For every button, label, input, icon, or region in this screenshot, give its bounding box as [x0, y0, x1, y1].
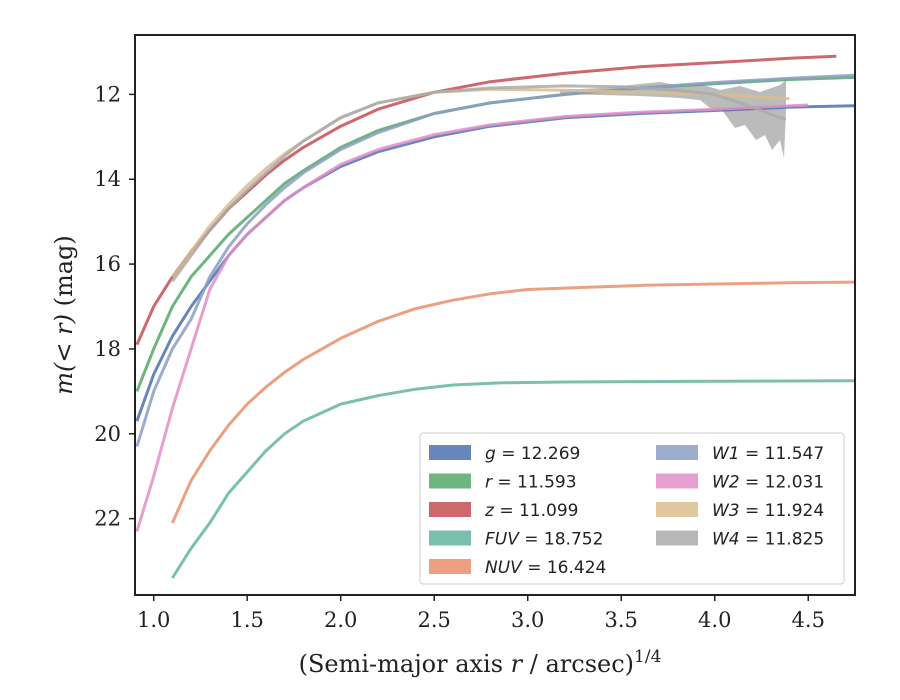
legend-frame	[419, 432, 845, 585]
legend-label-w3: W3 = 11.924	[712, 501, 824, 521]
legend: g = 12.269 r = 11.593 z = 11.099 FUV = 18.7…	[419, 432, 845, 585]
legend-swatch-w2	[656, 473, 698, 489]
legend-label-nuv: NUV = 16.424	[485, 558, 606, 578]
legend-swatch-fuv	[429, 530, 471, 546]
series-line-w1	[135, 73, 855, 447]
y-tick-label: 16	[94, 252, 121, 276]
y-axis: 12 14 16 18 20 22	[94, 82, 135, 531]
legend-label-r: r = 11.593	[485, 473, 577, 493]
x-tick-label: 4.0	[698, 608, 731, 632]
legend-label-z: z = 11.099	[484, 501, 578, 521]
y-tick-label: 22	[94, 507, 121, 531]
x-tick-label: 3.5	[605, 608, 638, 632]
plot-frame	[134, 34, 856, 596]
legend-label-g: g = 12.269	[485, 444, 580, 464]
y-tick-label: 18	[94, 337, 121, 361]
series-line-w2	[135, 103, 809, 532]
series-line-w3	[171, 87, 790, 278]
legend-label-fuv: FUV = 18.752	[485, 530, 603, 550]
series-layer	[135, 54, 855, 579]
x-axis: 1.0 1.5 2.0 2.5 3.0 3.5 4.0 4.5	[137, 595, 825, 632]
legend-label-w4: W4 = 11.825	[712, 530, 824, 550]
legend-swatch-w3	[656, 502, 698, 517]
series-line-fuv	[171, 379, 855, 579]
x-tick-label: 1.5	[231, 608, 264, 632]
y-tick-label: 14	[94, 167, 121, 191]
y-axis-title: m(< r) (mag)	[50, 235, 78, 395]
series-line-nuv	[171, 280, 855, 524]
x-tick-label: 1.0	[137, 608, 170, 632]
legend-swatch-z	[429, 502, 471, 517]
series-line-g	[135, 104, 855, 422]
legend-swatch-nuv	[429, 559, 471, 574]
y-tick-label: 12	[94, 82, 121, 106]
x-tick-label: 2.0	[324, 608, 357, 632]
legend-swatch-w1	[656, 445, 698, 460]
y-tick-label: 20	[94, 422, 121, 446]
legend-label-w1: W1 = 11.547	[712, 444, 824, 464]
x-axis-title: (Semi-major axis r / arcsec)1/4	[299, 647, 662, 678]
legend-label-w2: W2 = 12.031	[712, 473, 824, 493]
x-tick-label: 2.5	[418, 608, 451, 632]
series-line-w4	[171, 84, 787, 282]
legend-swatch-w4	[656, 530, 698, 546]
legend-swatch-r	[429, 473, 471, 489]
legend-swatch-g	[429, 445, 471, 460]
x-tick-label: 4.5	[792, 608, 825, 632]
x-tick-label: 3.0	[511, 608, 544, 632]
